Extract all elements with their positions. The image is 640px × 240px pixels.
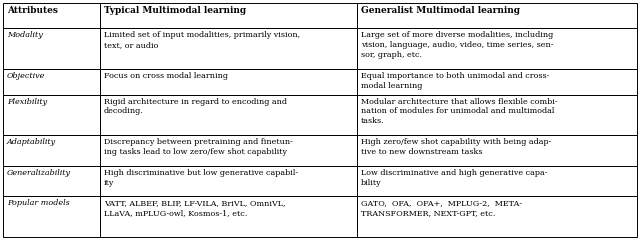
- Bar: [3, 95, 100, 135]
- Bar: [3, 28, 100, 69]
- Bar: [100, 166, 356, 196]
- Text: Generalist Multimodal learning: Generalist Multimodal learning: [361, 6, 520, 15]
- Bar: [3, 3, 100, 28]
- Bar: [3, 135, 100, 166]
- Bar: [3, 196, 100, 237]
- Text: Rigid architecture in regard to encoding and
decoding.: Rigid architecture in regard to encoding…: [104, 98, 287, 115]
- Text: Modular architecture that allows flexible combi-
nation of modules for unimodal : Modular architecture that allows flexibl…: [361, 98, 557, 125]
- Text: Discrepancy between pretraining and finetun-
ing tasks lead to low zero/few shot: Discrepancy between pretraining and fine…: [104, 138, 293, 156]
- Text: VATT, ALBEF, BLIP, LF-VILA, BriVL, OmniVL,
LLaVA, mPLUG-owl, Kosmos-1, etc.: VATT, ALBEF, BLIP, LF-VILA, BriVL, OmniV…: [104, 199, 285, 217]
- Bar: [356, 28, 637, 69]
- Text: Generalizability: Generalizability: [7, 169, 71, 177]
- Text: High zero/few shot capability with being adap-
tive to new downstream tasks: High zero/few shot capability with being…: [361, 138, 551, 156]
- Bar: [100, 196, 356, 237]
- Text: Low discriminative and high generative capa-
bility: Low discriminative and high generative c…: [361, 169, 547, 186]
- Bar: [100, 3, 356, 28]
- Text: GATO,  OFA,  OFA+,  MPLUG-2,  META-
TRANSFORMER, NEXT-GPT, etc.: GATO, OFA, OFA+, MPLUG-2, META- TRANSFOR…: [361, 199, 522, 217]
- Text: Large set of more diverse modalities, including
vision, language, audio, video, : Large set of more diverse modalities, in…: [361, 31, 553, 59]
- Bar: [100, 69, 356, 95]
- Bar: [3, 69, 100, 95]
- Text: Objective: Objective: [7, 72, 45, 80]
- Text: Focus on cross modal learning: Focus on cross modal learning: [104, 72, 228, 80]
- Bar: [356, 196, 637, 237]
- Bar: [356, 3, 637, 28]
- Text: Flexibility: Flexibility: [7, 98, 47, 106]
- Text: High discriminative but low generative capabil-
ity: High discriminative but low generative c…: [104, 169, 298, 186]
- Bar: [100, 135, 356, 166]
- Text: Adaptability: Adaptability: [7, 138, 56, 146]
- Bar: [356, 95, 637, 135]
- Bar: [356, 69, 637, 95]
- Bar: [356, 166, 637, 196]
- Text: Popular models: Popular models: [7, 199, 70, 207]
- Bar: [3, 166, 100, 196]
- Bar: [100, 28, 356, 69]
- Bar: [100, 95, 356, 135]
- Text: Limited set of input modalities, primarily vision,
text, or audio: Limited set of input modalities, primari…: [104, 31, 300, 49]
- Text: Typical Multimodal learning: Typical Multimodal learning: [104, 6, 246, 15]
- Text: Attributes: Attributes: [7, 6, 58, 15]
- Bar: [356, 135, 637, 166]
- Text: Modality: Modality: [7, 31, 43, 39]
- Text: Equal importance to both unimodal and cross-
modal learning: Equal importance to both unimodal and cr…: [361, 72, 549, 90]
